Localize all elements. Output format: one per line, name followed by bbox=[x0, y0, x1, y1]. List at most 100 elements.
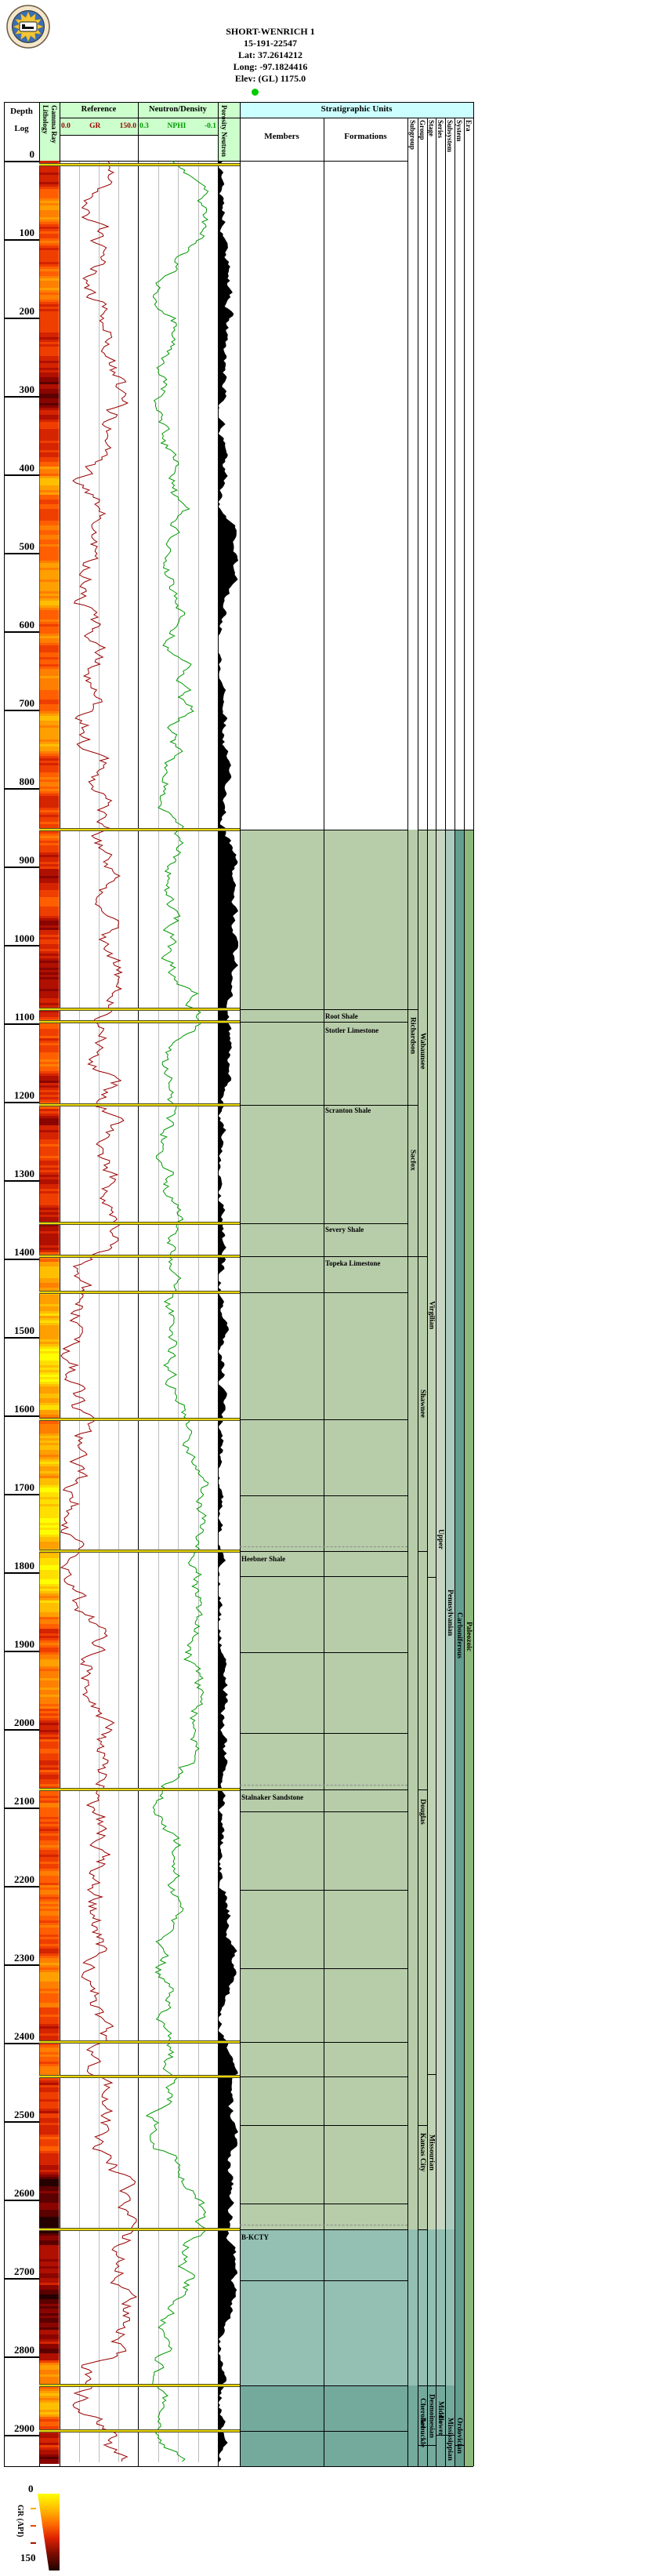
reference-track-title: Reference bbox=[81, 105, 117, 114]
depth-tick-line bbox=[4, 1808, 39, 1809]
strat-boundary-members_formations bbox=[240, 2076, 407, 2077]
depth-tick-line bbox=[4, 788, 39, 790]
rank-column-header-series: Series bbox=[436, 120, 444, 138]
api-number: 15-191-22547 bbox=[244, 38, 297, 49]
column-border bbox=[240, 102, 241, 2466]
strat-boundary-members_formations bbox=[240, 1576, 407, 1577]
porosity-fill bbox=[218, 161, 238, 2462]
rank-label-group: Arbuckle bbox=[418, 2418, 426, 2447]
formation-marker-band bbox=[39, 2429, 240, 2432]
strat-boundary-stage bbox=[427, 2445, 436, 2446]
strat-boundary-members_formations bbox=[240, 1256, 407, 1257]
depth-label: 1000 bbox=[14, 932, 34, 944]
strat-boundary-members_formations bbox=[240, 1652, 407, 1653]
formation-marker-band bbox=[39, 1417, 240, 1421]
column-border bbox=[4, 102, 5, 2466]
depth-label: 900 bbox=[19, 854, 35, 866]
porosity-track-title: Porosity Neutron bbox=[220, 105, 228, 157]
formation-marker-band bbox=[39, 1019, 240, 1023]
strat-boundary-members_formations bbox=[240, 2229, 407, 2230]
depth-label: 2700 bbox=[14, 2265, 34, 2277]
legend-color-wedge bbox=[38, 2494, 60, 2571]
strat-boundary-members_formations bbox=[240, 1419, 407, 1420]
longitude: Long: -97.1824416 bbox=[233, 61, 308, 72]
depth-tick-line bbox=[4, 2435, 39, 2436]
depth-tick-line bbox=[4, 239, 39, 241]
formation-marker-band bbox=[39, 1103, 240, 1106]
rank-label-stage: Desmoinesian bbox=[427, 2394, 436, 2438]
depth-tick-line bbox=[4, 2200, 39, 2201]
strat-boundary-group bbox=[418, 1256, 427, 1257]
depth-label: 2000 bbox=[14, 1717, 34, 1728]
depth-label: 2300 bbox=[14, 1952, 34, 1964]
depth-tick-line bbox=[4, 553, 39, 554]
depth-label: 700 bbox=[19, 697, 35, 709]
member-label: Heebner Shale bbox=[241, 1555, 286, 1563]
member-top-dashes bbox=[240, 1546, 407, 1547]
strat-boundary-members_formations bbox=[240, 1105, 407, 1106]
strat-boundary-members_formations bbox=[240, 1811, 407, 1812]
members-header: Members bbox=[264, 132, 299, 141]
depth-label: 1600 bbox=[14, 1403, 34, 1415]
depth-label: 400 bbox=[19, 462, 35, 474]
strat-boundary-members_formations bbox=[240, 1009, 407, 1010]
depth-tick-line bbox=[4, 631, 39, 633]
depth-tick-line bbox=[4, 1023, 39, 1025]
kgs-seal-icon bbox=[6, 5, 50, 49]
depth-tick-line bbox=[4, 1415, 39, 1417]
strat-shading bbox=[445, 2385, 455, 2466]
rank-label-system: Carboniferous bbox=[455, 1611, 463, 1659]
depth-label: 1300 bbox=[14, 1168, 34, 1179]
rank-column-header-subsystem: Subsystem bbox=[446, 120, 454, 153]
strat-boundary-members_formations bbox=[240, 2431, 407, 2432]
strat-boundary-subgroup bbox=[407, 1256, 418, 1257]
nphi-scale-min: 0.3 bbox=[139, 122, 149, 130]
strat-shading bbox=[436, 830, 445, 2229]
depth-label: 2500 bbox=[14, 2109, 34, 2120]
depth-track-title: Depth bbox=[10, 107, 33, 116]
legend-axis-label: GR (API) bbox=[16, 2505, 24, 2538]
rank-label-system: Ordovician bbox=[455, 2418, 463, 2454]
strat-boundary-series bbox=[436, 2435, 445, 2436]
formation-marker-band bbox=[39, 2040, 240, 2044]
lithology-header-bg bbox=[39, 102, 60, 161]
formation-marker-band bbox=[39, 162, 240, 166]
depth-zero-line bbox=[4, 161, 407, 162]
depth-tick-line bbox=[4, 2043, 39, 2044]
strat-boundary-group bbox=[418, 1551, 427, 1552]
depth-label: 2100 bbox=[14, 1795, 34, 1807]
strat-units-header-bg bbox=[240, 102, 473, 118]
strat-boundary-members_formations bbox=[240, 1733, 407, 1734]
track-quarter-gridline bbox=[79, 161, 80, 2462]
depth-label: 600 bbox=[19, 619, 35, 630]
legend-min-label: 0 bbox=[28, 2483, 34, 2494]
depth-tick-line bbox=[4, 1180, 39, 1182]
formation-label: Topeka Limestone bbox=[325, 1259, 381, 1267]
strat-boundary-members_formations bbox=[240, 1789, 407, 1790]
member-top-dashes bbox=[240, 1785, 407, 1786]
strat-boundary-members_formations bbox=[240, 1551, 407, 1552]
depth-label: 2800 bbox=[14, 2344, 34, 2356]
rank-label-subgroup: Richardson bbox=[408, 1016, 417, 1054]
strat-boundary-system bbox=[455, 2445, 464, 2446]
formation-label: Stotler Limestone bbox=[325, 1026, 379, 1034]
porosity-header-bg bbox=[218, 102, 240, 161]
strat-boundary-group bbox=[418, 2125, 427, 2126]
strat-boundary-group bbox=[418, 2445, 427, 2446]
gr-scale-max: 150.0 bbox=[119, 122, 136, 130]
column-border bbox=[427, 118, 428, 2466]
strat-boundary-members_formations bbox=[240, 1495, 407, 1496]
strat-shading bbox=[240, 2385, 427, 2466]
formation-marker-band bbox=[39, 2074, 240, 2078]
strat-shading bbox=[240, 2229, 427, 2385]
rank-label-group: Kansas City bbox=[418, 2133, 426, 2172]
depth-label: 200 bbox=[19, 305, 35, 317]
formation-marker-band bbox=[39, 1221, 240, 1225]
track-quarter-gridline bbox=[178, 161, 179, 2462]
strat-boundary-members_formations bbox=[240, 2385, 407, 2386]
strat-units-title: Stratigraphic Units bbox=[321, 104, 393, 114]
strat-shading bbox=[445, 2229, 455, 2385]
depth-tick-line bbox=[4, 2356, 39, 2358]
rank-label-series: Upper bbox=[436, 1529, 444, 1550]
depth-label: 2400 bbox=[14, 2030, 34, 2042]
